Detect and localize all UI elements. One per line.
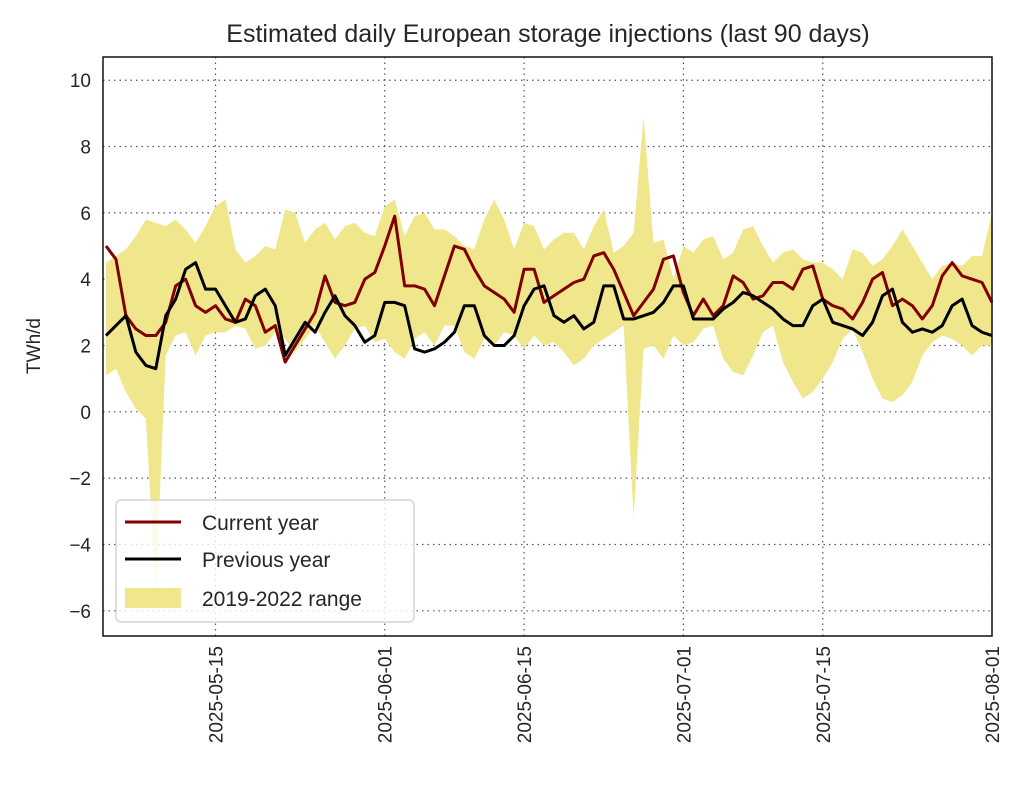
legend-label-range: 2019-2022 range [202, 588, 362, 611]
y-tick-label: 6 [80, 204, 91, 225]
legend-swatch-range [125, 588, 181, 608]
legend-label-current-year: Current year [202, 512, 319, 535]
x-tick-label: 2025-07-15 [814, 646, 835, 743]
x-tick-label: 2025-05-15 [207, 646, 228, 743]
y-ticks: −6 −4 −2 0 2 4 6 8 10 [69, 71, 91, 623]
range-area [106, 116, 992, 591]
x-tick-label: 2025-07-01 [674, 646, 695, 743]
y-tick-label: −6 [69, 602, 91, 623]
range-band [106, 116, 992, 591]
y-tick-label: 4 [80, 270, 91, 291]
y-tick-label: 0 [80, 403, 91, 424]
plot-frame [102, 56, 993, 637]
y-tick-label: −4 [69, 535, 91, 556]
series-lines [104, 214, 994, 371]
x-tick-label: 2025-08-01 [983, 646, 1004, 743]
legend-box [115, 499, 415, 623]
y-tick-label: −2 [69, 469, 91, 490]
y-tick-label: 10 [70, 71, 91, 92]
x-tick-label: 2025-06-01 [376, 646, 397, 743]
legend-label-previous-year: Previous year [202, 549, 330, 572]
y-tick-label: 8 [80, 138, 91, 159]
legend: Current year Previous year 2019-2022 ran… [115, 499, 415, 623]
y-axis-label: TWh/d [24, 318, 45, 374]
x-ticks: 2025-05-15 2025-06-01 2025-06-15 2025-07-01… [207, 646, 1004, 743]
chart-title: Estimated daily European storage injecti… [226, 20, 869, 48]
previous-year-line [104, 261, 993, 371]
x-tick-label: 2025-06-15 [515, 646, 536, 743]
y-tick-label: 2 [80, 337, 91, 358]
